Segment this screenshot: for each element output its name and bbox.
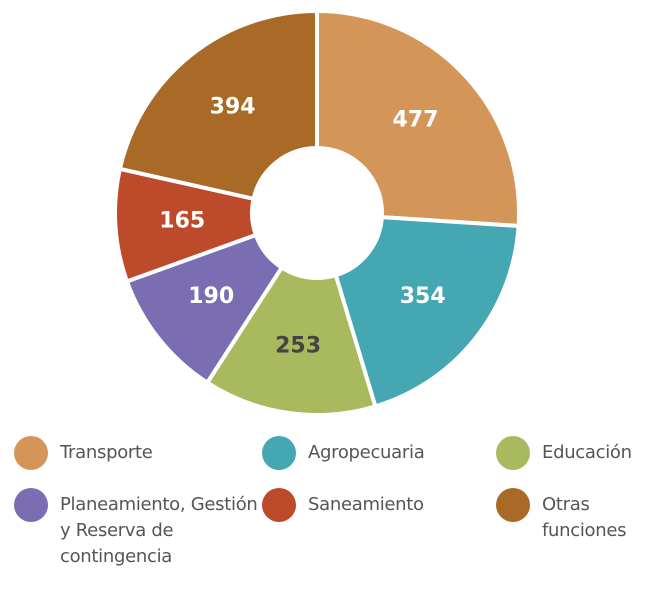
legend-item: Saneamiento xyxy=(262,488,508,522)
legend-label: Agropecuaria xyxy=(308,442,425,463)
data-label: 354 xyxy=(400,284,446,309)
legend-label: Saneamiento xyxy=(308,494,424,515)
legend-swatch xyxy=(14,436,48,470)
data-label: 394 xyxy=(210,95,256,120)
data-label: 190 xyxy=(188,284,234,309)
data-label: 477 xyxy=(393,108,439,133)
slice xyxy=(204,264,378,417)
slice xyxy=(117,8,319,202)
legend-label: Otras funciones xyxy=(542,494,627,541)
legend-label: Planeamiento, Gestión y Reserva de conti… xyxy=(60,494,258,567)
legend-item: Agropecuaria xyxy=(262,436,508,470)
legend-item: Transporte xyxy=(14,436,260,470)
legend-swatch xyxy=(496,436,530,470)
legend-swatch xyxy=(496,488,530,522)
slice xyxy=(124,232,285,386)
legend-label: Educación xyxy=(542,442,632,463)
chart: 477 354 253 190 165 394 xyxy=(115,8,521,417)
legend-item: Planeamiento, Gestión y Reserva de conti… xyxy=(14,488,260,570)
data-label: 253 xyxy=(275,334,321,359)
legend-item: Educación xyxy=(496,436,647,470)
slice xyxy=(315,8,521,229)
legend-item: Otras funciones xyxy=(496,488,647,544)
legend-swatch xyxy=(262,436,296,470)
data-label: 165 xyxy=(159,208,205,233)
slice xyxy=(333,215,521,409)
legend-label: Transporte xyxy=(60,442,153,463)
legend-swatch xyxy=(262,488,296,522)
legend-swatch xyxy=(14,488,48,522)
